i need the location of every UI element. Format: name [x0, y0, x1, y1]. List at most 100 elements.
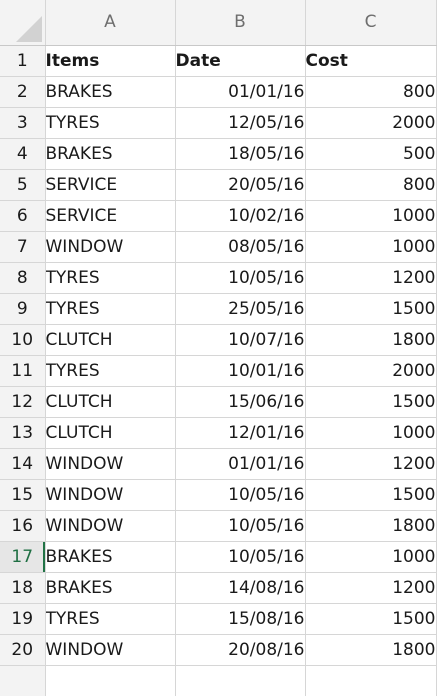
cell-date[interactable]: 08/05/16: [175, 231, 306, 263]
cell-date[interactable]: [175, 665, 306, 696]
cell-items[interactable]: TYRES: [45, 355, 176, 387]
cell-items[interactable]: [45, 665, 176, 696]
table-row: 7 WINDOW 08/05/16 1000: [0, 231, 437, 263]
cell-date[interactable]: 20/05/16: [175, 169, 306, 201]
table-row: 8 TYRES 10/05/16 1200: [0, 262, 437, 294]
column-header-a[interactable]: A: [45, 0, 176, 46]
row-header[interactable]: 10: [0, 324, 46, 356]
cell-items[interactable]: SERVICE: [45, 169, 176, 201]
cell-cost[interactable]: 1800: [305, 634, 437, 666]
row-header[interactable]: 15: [0, 479, 46, 511]
cell-date[interactable]: 10/05/16: [175, 541, 306, 573]
table-row: 15 WINDOW 10/05/16 1500: [0, 479, 437, 511]
row-header[interactable]: 19: [0, 603, 46, 635]
cell-date[interactable]: 10/02/16: [175, 200, 306, 232]
cell-date[interactable]: 10/07/16: [175, 324, 306, 356]
table-row: 13 CLUTCH 12/01/16 1000: [0, 417, 437, 449]
cell-cost[interactable]: 2000: [305, 107, 437, 139]
cell-items-header[interactable]: Items: [45, 45, 176, 77]
cell-cost[interactable]: 1500: [305, 386, 437, 418]
cell-cost[interactable]: 1200: [305, 448, 437, 480]
cell-cost[interactable]: 1000: [305, 417, 437, 449]
table-row: 3 TYRES 12/05/16 2000: [0, 107, 437, 139]
table-row: 10 CLUTCH 10/07/16 1800: [0, 324, 437, 356]
cell-cost[interactable]: 800: [305, 169, 437, 201]
cell-cost[interactable]: [305, 665, 437, 696]
cell-date[interactable]: 12/05/16: [175, 107, 306, 139]
cell-cost[interactable]: 1000: [305, 200, 437, 232]
row-header[interactable]: 16: [0, 510, 46, 542]
cell-items[interactable]: WINDOW: [45, 510, 176, 542]
row-header[interactable]: 11: [0, 355, 46, 387]
row-header[interactable]: 2: [0, 76, 46, 108]
cell-items[interactable]: WINDOW: [45, 231, 176, 263]
cell-date[interactable]: 10/01/16: [175, 355, 306, 387]
row-header[interactable]: 6: [0, 200, 46, 232]
cell-items[interactable]: TYRES: [45, 603, 176, 635]
row-header[interactable]: 5: [0, 169, 46, 201]
cell-date[interactable]: 15/06/16: [175, 386, 306, 418]
cell-date[interactable]: 18/05/16: [175, 138, 306, 170]
cell-items[interactable]: CLUTCH: [45, 386, 176, 418]
table-row: 18 BRAKES 14/08/16 1200: [0, 572, 437, 604]
cell-date[interactable]: 10/05/16: [175, 510, 306, 542]
cell-items[interactable]: BRAKES: [45, 76, 176, 108]
column-header-b[interactable]: B: [175, 0, 306, 46]
cell-cost[interactable]: 800: [305, 76, 437, 108]
cell-items[interactable]: TYRES: [45, 293, 176, 325]
row-header[interactable]: [0, 665, 46, 696]
cell-items[interactable]: BRAKES: [45, 138, 176, 170]
cell-cost[interactable]: 1500: [305, 479, 437, 511]
cell-cost[interactable]: 1000: [305, 231, 437, 263]
cell-items[interactable]: WINDOW: [45, 634, 176, 666]
cell-date[interactable]: 01/01/16: [175, 448, 306, 480]
cell-date[interactable]: 12/01/16: [175, 417, 306, 449]
cell-items[interactable]: CLUTCH: [45, 417, 176, 449]
cell-cost[interactable]: 1800: [305, 324, 437, 356]
column-header-c[interactable]: C: [305, 0, 437, 46]
cell-items[interactable]: WINDOW: [45, 479, 176, 511]
cell-date[interactable]: 20/08/16: [175, 634, 306, 666]
row-header[interactable]: 8: [0, 262, 46, 294]
row-header[interactable]: 4: [0, 138, 46, 170]
table-row: 20 WINDOW 20/08/16 1800: [0, 634, 437, 666]
cell-cost[interactable]: 1500: [305, 603, 437, 635]
cell-items[interactable]: BRAKES: [45, 572, 176, 604]
cell-date[interactable]: 14/08/16: [175, 572, 306, 604]
cell-cost[interactable]: 500: [305, 138, 437, 170]
table-row: 5 SERVICE 20/05/16 800: [0, 169, 437, 201]
cell-date-header[interactable]: Date: [175, 45, 306, 77]
cell-date[interactable]: 15/08/16: [175, 603, 306, 635]
row-header[interactable]: 14: [0, 448, 46, 480]
row-header[interactable]: 13: [0, 417, 46, 449]
cell-items[interactable]: TYRES: [45, 262, 176, 294]
row-header[interactable]: 9: [0, 293, 46, 325]
cell-date[interactable]: 10/05/16: [175, 262, 306, 294]
cell-cost[interactable]: 1200: [305, 262, 437, 294]
cell-date[interactable]: 25/05/16: [175, 293, 306, 325]
row-header[interactable]: 18: [0, 572, 46, 604]
select-all-triangle-icon: [15, 15, 42, 42]
cell-cost[interactable]: 1000: [305, 541, 437, 573]
cell-items[interactable]: BRAKES: [45, 541, 176, 573]
select-all-corner[interactable]: [0, 0, 46, 46]
table-row: [0, 665, 437, 696]
row-header[interactable]: 12: [0, 386, 46, 418]
cell-items[interactable]: CLUTCH: [45, 324, 176, 356]
cell-items[interactable]: WINDOW: [45, 448, 176, 480]
cell-date[interactable]: 10/05/16: [175, 479, 306, 511]
row-header[interactable]: 7: [0, 231, 46, 263]
cell-cost[interactable]: 1500: [305, 293, 437, 325]
row-header[interactable]: 20: [0, 634, 46, 666]
cell-cost[interactable]: 2000: [305, 355, 437, 387]
cell-cost[interactable]: 1800: [305, 510, 437, 542]
cell-date[interactable]: 01/01/16: [175, 76, 306, 108]
cell-cost-header[interactable]: Cost: [305, 45, 437, 77]
cell-items[interactable]: TYRES: [45, 107, 176, 139]
cell-cost[interactable]: 1200: [305, 572, 437, 604]
cell-items[interactable]: SERVICE: [45, 200, 176, 232]
row-header[interactable]: 17: [0, 541, 46, 573]
row-header[interactable]: 1: [0, 45, 46, 77]
row-header[interactable]: 3: [0, 107, 46, 139]
